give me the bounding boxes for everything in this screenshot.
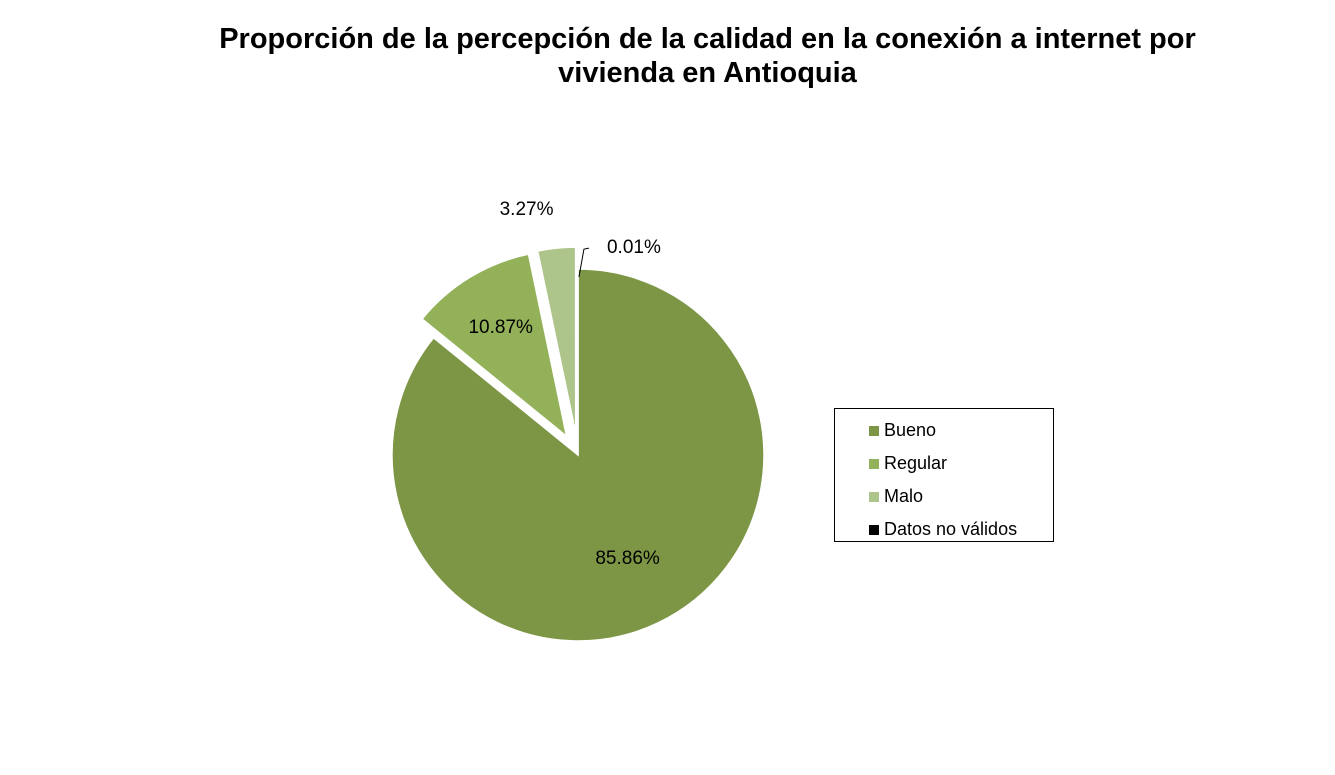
legend: Bueno Regular Malo Datos no válidos (834, 408, 1054, 542)
legend-swatch-datos-no-validos (869, 525, 879, 535)
legend-item-bueno: Bueno (835, 414, 1053, 447)
data-label-malo: 3.27% (500, 199, 554, 220)
legend-label-regular: Regular (884, 453, 948, 473)
data-label-datos-no-validos: 0.01% (607, 237, 661, 258)
legend-swatch-regular (869, 459, 879, 469)
legend-label-malo: Malo (884, 486, 924, 506)
pie-slice-malo (536, 246, 577, 434)
legend-item-malo: Malo (835, 480, 1053, 513)
leader-line-datos-no-validos (578, 247, 590, 278)
chart-title: Proporción de la percepción de la calida… (219, 23, 1196, 89)
legend-swatch-malo (869, 492, 879, 502)
data-label-bueno: 85.86% (595, 548, 660, 569)
legend-item-datos-no-validos: Datos no válidos (835, 513, 1053, 546)
data-label-regular: 10.87% (468, 317, 533, 338)
legend-item-regular: Regular (835, 447, 1053, 480)
legend-swatch-bueno (869, 426, 879, 436)
pie-slice-regular (421, 253, 568, 439)
legend-label-bueno: Bueno (884, 420, 937, 440)
legend-label-datos-no-validos: Datos no válidos (884, 519, 1018, 539)
